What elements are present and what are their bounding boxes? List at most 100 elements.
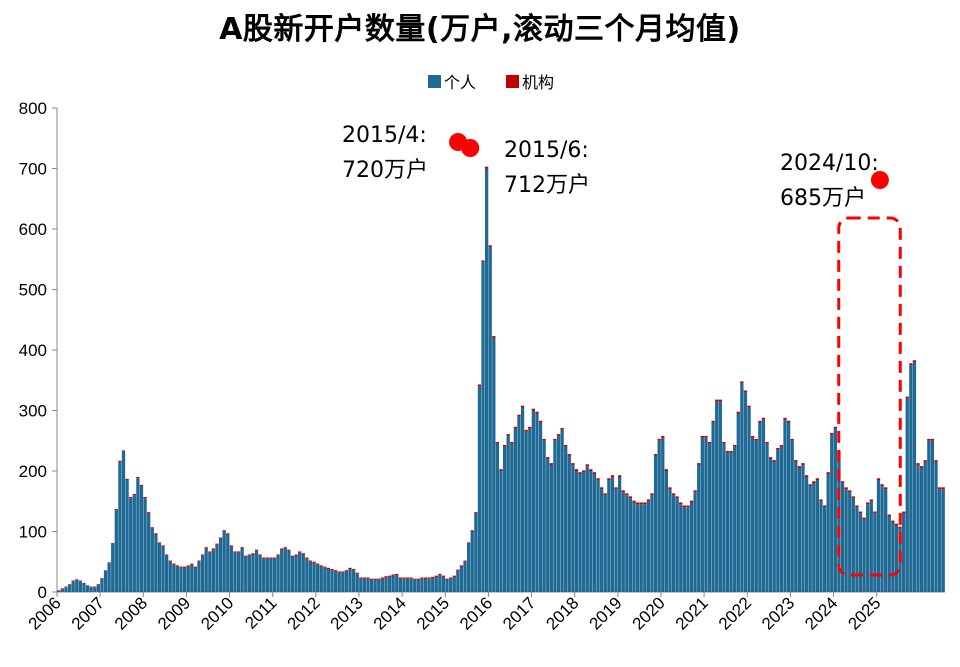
x-tick-label: 2012	[283, 593, 323, 633]
bar-individual	[423, 578, 428, 592]
bar-institution	[711, 420, 715, 423]
bar-institution	[431, 576, 435, 579]
bar-institution	[808, 484, 812, 487]
bar-individual	[64, 587, 68, 592]
bar-individual	[664, 471, 669, 592]
bar-institution	[380, 577, 385, 579]
bar-individual	[876, 480, 881, 592]
bar-individual	[513, 428, 518, 592]
bar-institution	[434, 575, 438, 577]
bar-individual	[60, 588, 65, 592]
bar-individual	[542, 440, 546, 592]
bar-individual	[567, 455, 571, 592]
bar-institution	[851, 496, 855, 499]
bar-institution	[222, 530, 226, 532]
bar-institution	[812, 481, 816, 484]
x-tick-label: 2016	[456, 593, 496, 633]
bar-individual	[161, 546, 165, 592]
bar-institution	[858, 511, 863, 514]
bar-institution	[747, 405, 751, 408]
bar-individual	[689, 502, 694, 592]
bar-individual	[226, 534, 230, 592]
y-axis-ticks: 0 100 200 300 400 500 600 700 800	[19, 99, 57, 602]
bar-individual	[96, 584, 100, 592]
bar-institution	[96, 584, 100, 585]
bar-institution	[186, 565, 190, 567]
bar-individual	[858, 513, 863, 592]
bar-institution	[182, 566, 187, 568]
bar-institution	[466, 542, 471, 544]
bar-institution	[301, 553, 305, 555]
bar-institution	[129, 497, 133, 499]
bar-institution	[549, 463, 553, 465]
bar-individual	[89, 587, 93, 592]
legend-item: 个人	[428, 73, 476, 92]
bar-individual	[262, 558, 266, 592]
bar-institution	[891, 520, 895, 523]
bar-individual	[499, 471, 503, 592]
bar-individual	[751, 437, 755, 592]
bar-institution	[538, 420, 543, 423]
annotation-dot	[870, 171, 889, 189]
bar-institution	[862, 517, 866, 520]
bar-institution	[585, 464, 589, 467]
bar-individual	[779, 446, 784, 592]
y-tick-label: 400	[19, 341, 47, 360]
bar-individual	[790, 440, 794, 592]
bar-institution	[779, 444, 784, 447]
bar-individual	[333, 571, 338, 592]
legend-swatch	[428, 75, 441, 88]
bar-institution	[635, 502, 640, 505]
bar-individual	[477, 386, 482, 592]
bar-individual	[75, 579, 79, 592]
bar-institution	[143, 497, 147, 499]
bar-institution	[941, 487, 945, 490]
bar-individual	[240, 548, 244, 592]
bar-institution	[226, 533, 230, 535]
bar-individual	[923, 461, 927, 592]
x-tick-label: 2025	[844, 593, 884, 633]
bar-individual	[204, 548, 208, 592]
bar-institution	[564, 444, 568, 447]
bar-institution	[179, 566, 183, 568]
bar-institution	[319, 565, 323, 567]
bar-institution	[740, 381, 744, 384]
bar-institution	[927, 438, 931, 441]
bar-institution	[934, 460, 938, 462]
bar-individual	[420, 578, 424, 592]
bar-individual	[844, 489, 848, 592]
bar-institution	[359, 577, 363, 579]
bar-individual	[801, 464, 805, 592]
bar-individual	[294, 555, 298, 592]
bar-individual	[927, 440, 931, 592]
bar-institution	[413, 578, 417, 580]
bar-institution	[244, 555, 248, 557]
bar-institution	[679, 502, 683, 505]
bar-institution	[82, 582, 86, 584]
bar-institution	[578, 472, 582, 475]
bar-institution	[804, 475, 809, 478]
bar-institution	[236, 551, 241, 553]
bar-individual	[186, 566, 190, 592]
bar-institution	[463, 560, 467, 562]
bar-individual	[700, 437, 704, 592]
bar-individual	[431, 578, 435, 592]
bar-institution	[855, 505, 859, 508]
bar-individual	[154, 534, 158, 592]
bar-individual	[585, 466, 589, 592]
bar-individual	[391, 575, 395, 592]
bar-institution	[211, 548, 216, 550]
x-tick-label: 2013	[327, 593, 367, 633]
bar-individual	[754, 440, 758, 592]
bar-institution	[909, 363, 913, 366]
bar-institution	[362, 577, 367, 579]
bar-individual	[894, 525, 899, 592]
bar-individual	[244, 556, 248, 592]
bar-institution	[445, 578, 449, 580]
bar-individual	[351, 570, 356, 592]
bar-individual	[341, 572, 345, 592]
bar-individual	[549, 464, 553, 592]
bar-individual	[653, 455, 658, 592]
bar-individual	[121, 451, 126, 592]
x-tick-label: 2008	[111, 593, 151, 633]
